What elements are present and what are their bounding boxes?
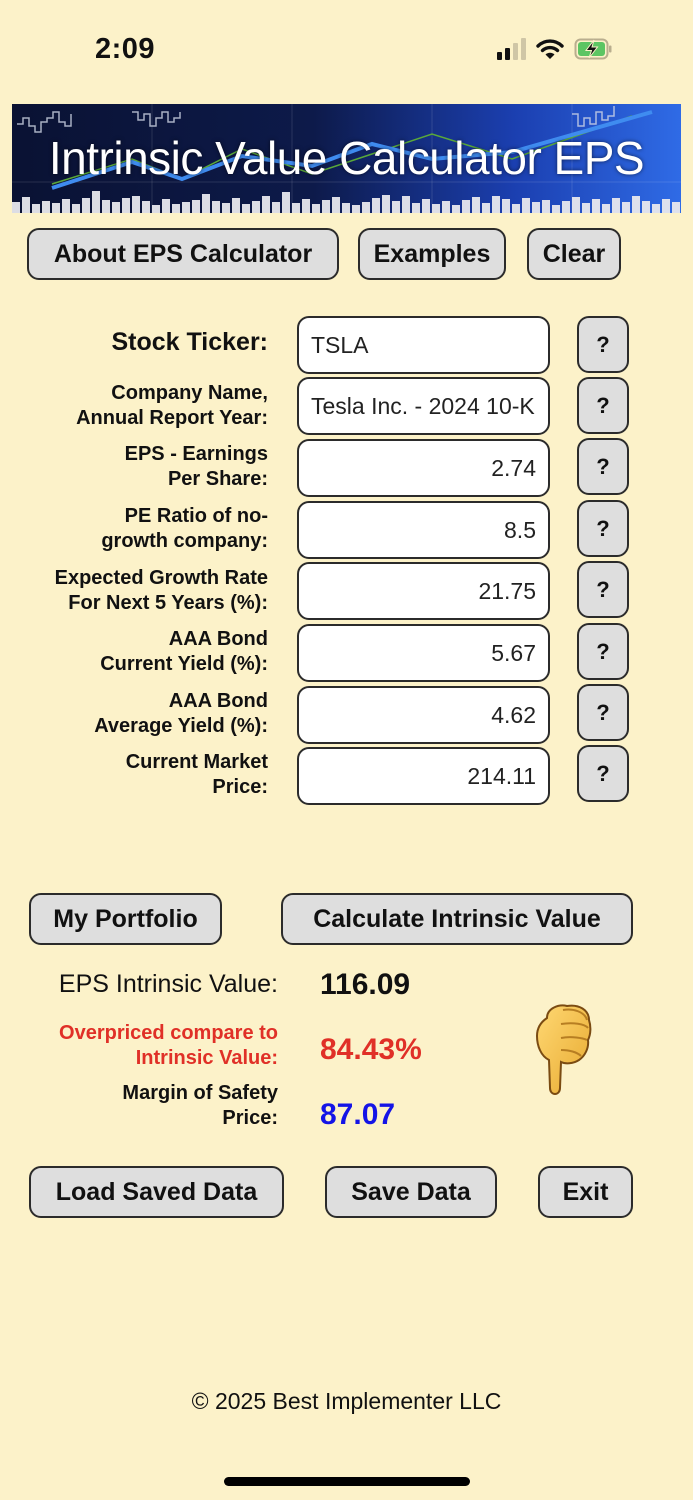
status-icons	[497, 38, 614, 60]
aaa-current-yield-label: AAA Bond Current Yield (%):	[100, 628, 268, 675]
about-eps-calculator-button[interactable]: About EPS Calculator	[27, 228, 339, 280]
eps-intrinsic-value-label: EPS Intrinsic Value:	[58, 970, 278, 998]
load-saved-data-button[interactable]: Load Saved Data	[29, 1166, 284, 1218]
growth-rate-input[interactable]: 21.75	[297, 562, 550, 620]
battery-charging-icon	[574, 38, 612, 60]
stock-ticker-help-button[interactable]: ?	[577, 316, 629, 373]
home-indicator[interactable]	[224, 1477, 470, 1486]
eps-intrinsic-value: 116.09	[320, 968, 411, 1001]
banner-title: Intrinsic Value Calculator EPS	[48, 132, 645, 184]
stock-ticker-input[interactable]: TSLA	[297, 316, 550, 374]
eps-input[interactable]: 2.74	[297, 439, 550, 497]
margin-of-safety-price-value: 87.07	[320, 1098, 396, 1131]
margin-of-safety-label: Margin of Safety Price:	[122, 1082, 278, 1129]
status-time: 2:09	[95, 33, 156, 65]
company-name-label: Company Name, Annual Report Year:	[76, 382, 268, 429]
cellular-signal-icon	[497, 38, 526, 60]
overpriced-label: Overpriced compare to Intrinsic Value:	[59, 1022, 278, 1069]
calculate-intrinsic-value-button[interactable]: Calculate Intrinsic Value	[281, 893, 633, 945]
aaa-current-yield-input[interactable]: 5.67	[297, 624, 550, 682]
stock-ticker-label: Stock Ticker:	[111, 328, 268, 356]
company-name-input[interactable]: Tesla Inc. - 2024 10-K	[297, 377, 550, 435]
pe-ratio-label: PE Ratio of no- growth company:	[101, 505, 268, 552]
app-banner: Intrinsic Value Calculator EPS	[12, 104, 681, 213]
aaa-current-yield-help-button[interactable]: ?	[577, 623, 629, 680]
overpriced-percent-value: 84.43%	[320, 1033, 422, 1066]
aaa-average-yield-help-button[interactable]: ?	[577, 684, 629, 741]
save-data-button[interactable]: Save Data	[325, 1166, 497, 1218]
aaa-average-yield-label: AAA Bond Average Yield (%):	[94, 690, 268, 737]
eps-label: EPS - Earnings Per Share:	[124, 443, 268, 490]
exit-button[interactable]: Exit	[538, 1166, 633, 1218]
eps-help-button[interactable]: ?	[577, 438, 629, 495]
market-price-help-button[interactable]: ?	[577, 745, 629, 802]
stock-chart-background-graphic	[12, 104, 681, 213]
aaa-average-yield-input[interactable]: 4.62	[297, 686, 550, 744]
my-portfolio-button[interactable]: My Portfolio	[29, 893, 222, 945]
market-price-label: Current Market Price:	[125, 751, 268, 798]
clear-button[interactable]: Clear	[527, 228, 621, 280]
growth-rate-label: Expected Growth Rate For Next 5 Years (%…	[54, 567, 268, 614]
pe-ratio-help-button[interactable]: ?	[577, 500, 629, 557]
examples-button[interactable]: Examples	[358, 228, 506, 280]
thumbs-down-icon	[535, 1004, 592, 1095]
market-price-input[interactable]: 214.11	[297, 747, 550, 805]
company-name-help-button[interactable]: ?	[577, 377, 629, 434]
growth-rate-help-button[interactable]: ?	[577, 561, 629, 618]
copyright-footer: © 2025 Best Implementer LLC	[191, 1388, 502, 1414]
wifi-icon	[536, 39, 564, 59]
pe-ratio-input[interactable]: 8.5	[297, 501, 550, 559]
